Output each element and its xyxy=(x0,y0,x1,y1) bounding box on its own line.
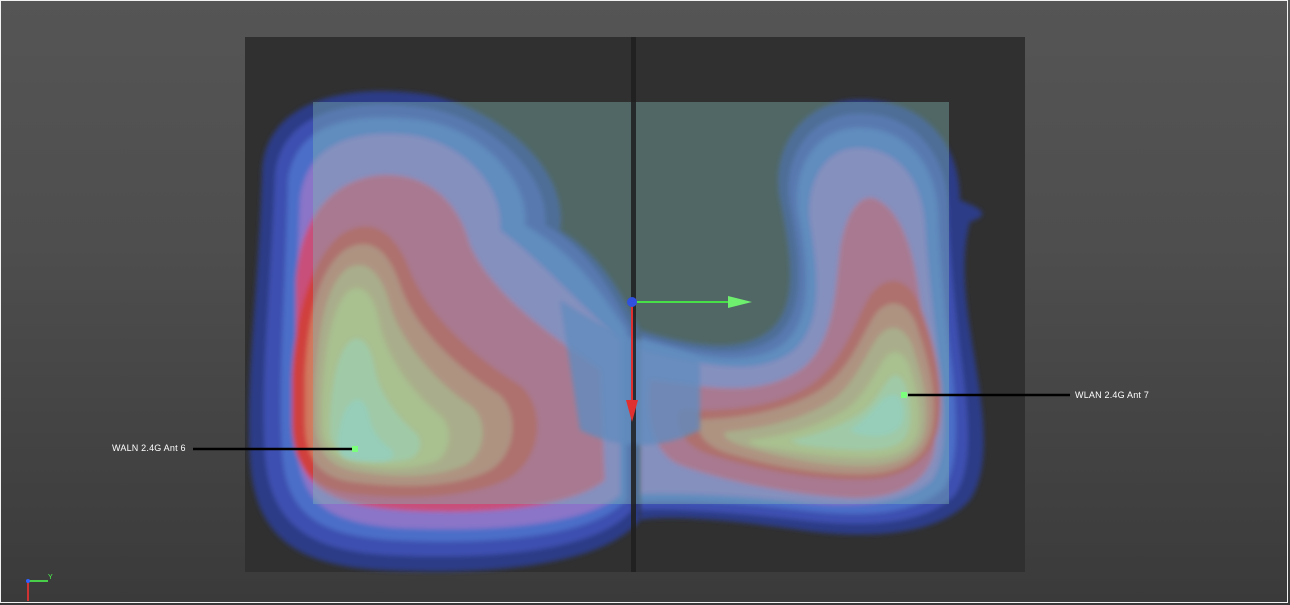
gizmo-origin[interactable] xyxy=(627,297,637,307)
antenna-marker-ant6[interactable] xyxy=(352,446,358,452)
antenna-label-ant7: WLAN 2.4G Ant 7 xyxy=(1075,390,1149,400)
triad-z-axis xyxy=(26,579,30,583)
triad-y-label: Y xyxy=(48,574,53,581)
antenna-marker-ant7[interactable] xyxy=(901,392,907,398)
antenna-label-ant6: WALN 2.4G Ant 6 xyxy=(112,443,186,453)
